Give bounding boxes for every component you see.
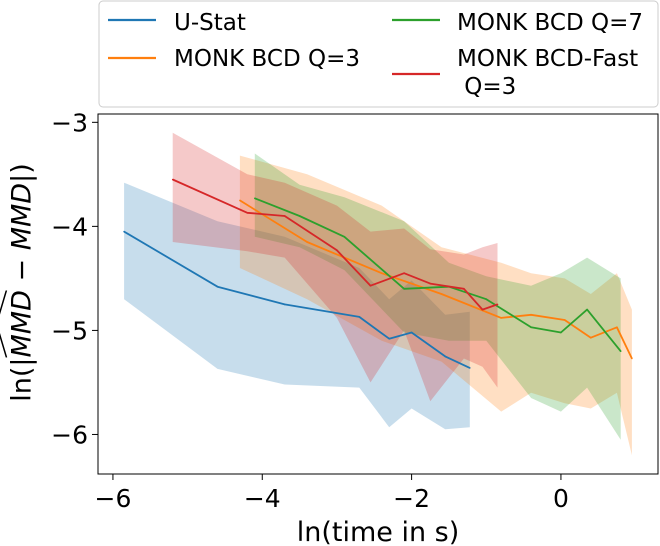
point-monk-bcd-fast-q-3 (336, 249, 338, 252)
point-u-stat (216, 285, 219, 288)
point-u-stat (410, 331, 413, 334)
point-monk-bcd-q-3 (239, 199, 241, 202)
y-axis-ticks: −6 −5 −4 −3 (51, 108, 98, 449)
point-monk-bcd-q-3 (563, 319, 566, 321)
point-monk-bcd-fast-q-3 (481, 308, 484, 311)
legend: U-Stat MONK BCD Q=3 MONK BCD Q=7 MONK BC… (98, 0, 659, 108)
point-monk-bcd-q-7 (619, 350, 622, 353)
point-u-stat (283, 303, 286, 306)
point-monk-bcd-q-7 (403, 288, 405, 290)
point-u-stat (123, 230, 125, 233)
point-monk-bcd-q-3 (306, 241, 308, 243)
point-monk-bcd-q-7 (254, 197, 256, 200)
hat-mark (0, 290, 8, 357)
y-axis-label-hat-text: MMD (6, 290, 38, 358)
point-monk-bcd-fast-q-3 (246, 212, 249, 214)
y-axis-label: ln(|MMD − MMD|) (3, 123, 38, 443)
x-tick-label: −6 (95, 484, 132, 513)
x-tick-label: 0 (553, 484, 569, 513)
x-axis-label: ln(time in s) (297, 517, 460, 546)
point-monk-bcd-q-3 (590, 336, 592, 339)
band-monk-bcd-q-3 (239, 155, 632, 456)
legend-box (98, 0, 659, 108)
point-monk-bcd-q-7 (485, 298, 488, 301)
point-monk-bcd-fast-q-3 (369, 284, 372, 287)
y-tick-label: −5 (51, 316, 88, 345)
legend-label-u-stat: U-Stat (174, 10, 246, 36)
y-axis-label-prefix: ln(| (6, 357, 38, 402)
legend-label-monk-bcd-q3: MONK BCD Q=3 (174, 46, 360, 72)
point-monk-bcd-q-7 (586, 308, 588, 311)
legend-label-line: Q=3 (457, 74, 516, 100)
point-u-stat (469, 367, 471, 369)
point-monk-bcd-fast-q-3 (463, 288, 465, 290)
y-tick-label: −3 (51, 108, 88, 137)
x-tick-label: −2 (393, 484, 430, 513)
point-u-stat (358, 316, 361, 318)
point-monk-bcd-q-3 (500, 317, 503, 319)
x-axis-ticks: −6 −4 −2 0 (95, 474, 569, 513)
point-monk-bcd-q-7 (530, 326, 532, 329)
y-axis-label-suffix: |) (6, 163, 38, 183)
x-tick-label: −4 (244, 484, 281, 513)
y-axis-label-term: MMD (6, 182, 38, 251)
point-monk-bcd-q-7 (343, 236, 346, 238)
legend-label-monk-bcd-q7: MONK BCD Q=7 (457, 10, 643, 36)
point-monk-bcd-q-3 (530, 314, 532, 316)
point-monk-bcd-fast-q-3 (496, 303, 499, 306)
point-monk-bcd-fast-q-3 (429, 282, 432, 285)
point-u-stat (388, 337, 391, 340)
y-axis-label-minus: − (6, 250, 38, 291)
point-monk-bcd-q-3 (631, 357, 633, 360)
confidence-bands (124, 132, 632, 456)
point-monk-bcd-fast-q-3 (403, 272, 405, 275)
point-monk-bcd-fast-q-3 (171, 178, 174, 181)
series-lines (123, 178, 633, 369)
band-monk-bcd-fast-q-3 (172, 132, 498, 402)
plot-frame (97, 113, 659, 475)
band-monk-bcd-q-7 (254, 153, 621, 440)
legend-label-line: MONK BCD-Fast (457, 46, 638, 72)
point-monk-bcd-q-3 (380, 272, 383, 275)
y-tick-label: −4 (51, 212, 88, 241)
point-monk-bcd-q-7 (298, 215, 301, 217)
y-tick-label: −6 (51, 420, 88, 449)
y-axis-label-hat-term: MMD (0, 290, 38, 358)
point-monk-bcd-q-7 (560, 331, 562, 334)
point-u-stat (444, 355, 447, 358)
point-monk-bcd-q-3 (440, 293, 443, 295)
point-monk-bcd-fast-q-3 (283, 215, 286, 217)
point-monk-bcd-q-3 (616, 326, 618, 329)
line-monk-bcd-fast-q-3 (172, 178, 498, 311)
line-u-stat (123, 230, 471, 369)
legend-label-monk-bcd-fast-q3: MONK BCD-Fast Q=3 (457, 46, 638, 100)
